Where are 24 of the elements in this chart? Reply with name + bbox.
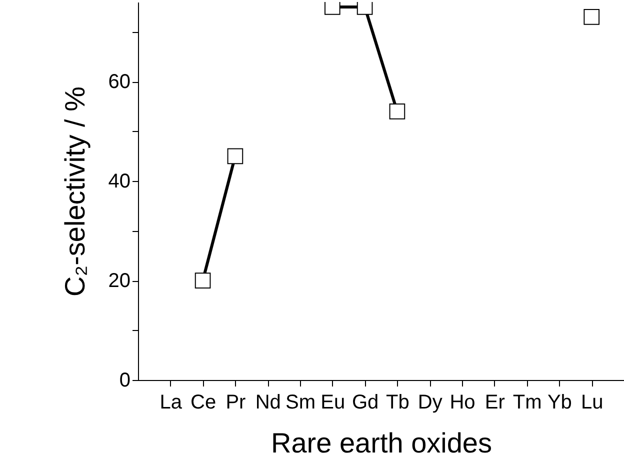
y-axis-title: C₂-selectivity / %: [59, 86, 90, 297]
x-tick-label: Lu: [580, 392, 604, 414]
x-axis-title: Rare earth oxides: [270, 428, 492, 458]
x-tick-label: Sm: [286, 392, 316, 414]
x-tick-label: Er: [484, 392, 506, 414]
y-tick-label: 20: [108, 270, 130, 292]
x-tick-label: Nd: [255, 392, 281, 414]
y-tick-label: 40: [108, 170, 130, 193]
point: [194, 272, 211, 288]
point: [389, 104, 406, 120]
x-tick-label: Ce: [190, 392, 216, 414]
y-tick-label: 60: [108, 71, 130, 94]
x-tick-label: Tm: [512, 392, 542, 414]
point: [584, 9, 600, 25]
x-tick-label: Yb: [547, 392, 572, 414]
x-tick-label: Ho: [450, 392, 476, 414]
x-tick-label: Tb: [386, 392, 410, 414]
y-tick-label: 0: [119, 370, 130, 392]
x-tick-label: La: [160, 392, 183, 414]
x-tick-label: Dy: [418, 392, 442, 414]
x-tick-label: Pr: [226, 392, 246, 414]
point: [227, 148, 244, 164]
x-tick-label: Eu: [320, 392, 346, 414]
x-tick-label: Gd: [352, 392, 379, 414]
